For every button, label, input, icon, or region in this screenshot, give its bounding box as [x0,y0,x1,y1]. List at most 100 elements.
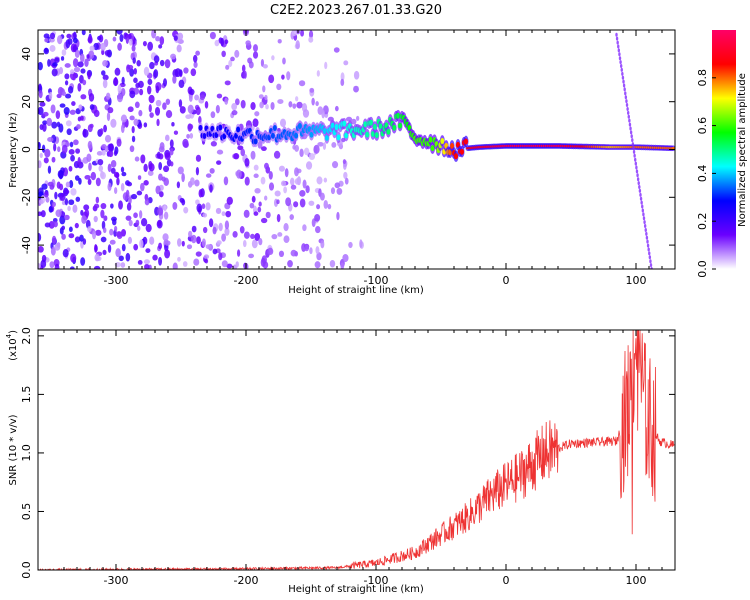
heatmap-cell [353,85,359,93]
heatmap-cell [87,178,92,186]
heatmap-cell [320,240,325,249]
heatmap-cell [212,226,217,235]
heatmap-cell [107,143,114,152]
heatmap-cell [139,239,144,249]
heatmap-cell [143,259,150,265]
heatmap-cell [198,124,203,131]
heatmap-cell [323,177,328,183]
heatmap-cell [311,218,316,227]
heatmap-cell [294,144,300,152]
heatmap-cell [260,217,268,224]
heatmap-cell [348,241,353,249]
heatmap-cell [169,148,174,156]
heatmap-cell [225,210,232,218]
heatmap-cell [216,240,222,245]
heatmap-cell [165,110,173,119]
heatmap-cell [164,134,170,142]
heatmap-cell [648,251,651,256]
heatmap-cell [302,179,307,189]
heatmap-cell [632,145,635,150]
heatmap-cell [224,39,229,44]
heatmap-cell [642,216,646,221]
heatmap-cell [635,169,639,174]
heatmap-cell [624,91,627,96]
heatmap-cell [113,150,118,156]
heatmap-cell [317,141,324,147]
y-tick-label: -40 [20,236,33,254]
heatmap-cell [64,63,71,68]
heatmap-cell [334,123,339,130]
heatmap-cell [40,259,47,269]
heatmap-cell [178,79,185,89]
heatmap-cell [100,209,105,219]
heatmap-cell [224,80,231,86]
heatmap-cell [99,128,104,135]
heatmap-cell [290,184,297,190]
heatmap-cell [295,96,299,102]
heatmap-cell [615,32,618,37]
heatmap-cell [103,124,107,133]
heatmap-cell [125,215,132,221]
heatmap-cell [231,102,238,111]
snr-scale-exp: 4 [5,333,13,338]
heatmap-cell [113,76,118,86]
heatmap-cell [138,109,143,117]
snr-ylabel: SNR (10 * v/v) [8,414,19,485]
heatmap-cell [64,214,70,221]
heatmap-cell [282,57,286,65]
heatmap-cell [73,139,79,146]
heatmap-cell [136,60,141,67]
y-tick-label: 40 [20,47,33,61]
heatmap-cell [398,122,403,129]
heatmap-cell [624,95,628,100]
heatmap-cell [618,52,621,57]
heatmap-cell [104,134,112,143]
heatmap-cell [205,244,212,250]
snr-panel: -300 -200 -100 0 100 0.0 0.5 1.0 1.5 2.0 Height o… [5,327,676,595]
heatmap-cell [47,137,54,142]
y-tick-label: 1.0 [20,444,33,462]
heatmap-cell [290,249,297,257]
heatmap-cell [170,53,177,60]
heatmap-cell [254,232,261,241]
heatmap-cell [287,260,293,268]
heatmap-cell [194,179,200,187]
heatmap-cell [149,112,154,118]
heatmap-cell [240,99,246,109]
heatmap-cell [103,215,108,222]
heatmap-cell [135,219,140,226]
heatmap-cell [147,78,153,85]
heatmap-cell [271,55,275,61]
heatmap-cell [173,35,178,41]
heatmap-cell [319,192,325,201]
heatmap-cell [308,153,316,160]
heatmap-cell [267,247,274,256]
heatmap-cell [110,160,117,168]
heatmap-cell [51,201,56,207]
heatmap-cell [634,157,637,162]
heatmap-cell [250,233,255,240]
heatmap-cell [321,109,325,119]
heatmap-cell [86,54,90,59]
heatmap-cell [315,246,320,255]
heatmap-cell [231,110,238,116]
heatmap-cell [365,131,370,138]
heatmap-cell [126,64,131,73]
heatmap-cell [107,107,114,114]
heatmap-cell [244,157,250,167]
heatmap-cell [44,222,51,228]
heatmap-cell [45,196,50,203]
heatmap-cell [54,263,60,269]
heatmap-cell [283,186,288,194]
heatmap-cell [202,133,207,140]
heatmap-cells [38,30,675,269]
heatmap-cell [309,87,315,93]
heatmap-cell [84,174,91,180]
heatmap-cell [114,225,118,232]
colorbar-tick-label: 0.4 [696,165,709,183]
heatmap-cell [220,37,225,47]
snr-xlabel: Height of straight line (km) [288,584,424,595]
heatmap-cell [47,58,51,67]
heatmap-cell [252,51,259,59]
heatmap-cell [195,166,200,176]
